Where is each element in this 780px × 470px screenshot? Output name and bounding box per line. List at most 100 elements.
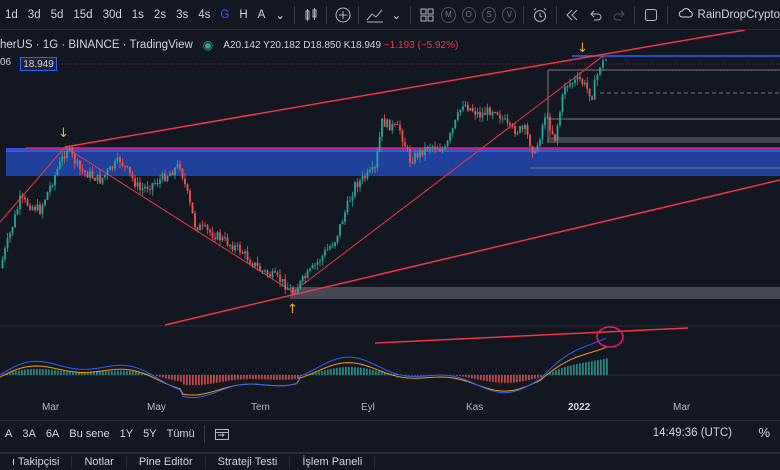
histogram-bar: [177, 375, 179, 382]
candle-body: [16, 209, 19, 215]
replay-circle-s[interactable]: S: [481, 6, 497, 23]
timeframe-15d[interactable]: 15d: [73, 8, 93, 21]
price-chart[interactable]: ↓ ↓ ↑: [0, 30, 780, 418]
timeframe-1d[interactable]: 1d: [5, 8, 18, 21]
redo-icon[interactable]: [609, 4, 628, 26]
candle-body: [409, 148, 411, 163]
chevron-down-icon[interactable]: ⌄: [275, 9, 285, 22]
histogram-bar: [600, 359, 602, 375]
candle-body: [579, 76, 581, 80]
tab-strategy-tester[interactable]: Strateji Testi: [206, 456, 291, 468]
candle-body: [19, 195, 21, 210]
macd-group: [0, 337, 608, 399]
timeframe-week[interactable]: H: [239, 8, 248, 21]
candle-body: [4, 248, 6, 260]
candle-body: [94, 177, 96, 181]
histogram-bar: [135, 371, 137, 375]
histogram-bar: [423, 375, 425, 376]
candle-body: [176, 164, 179, 168]
candle-body: [499, 114, 501, 119]
histogram-bar: [219, 375, 221, 383]
candle-type-icon[interactable]: [301, 4, 320, 26]
candle-body: [539, 139, 541, 146]
replay-circle-m[interactable]: M: [441, 6, 456, 23]
undo-icon[interactable]: [586, 4, 605, 26]
symbol-label[interactable]: herUS · 1G · BINANCE · TradingView: [0, 39, 193, 51]
timeframe-day[interactable]: G: [220, 8, 230, 21]
cloud-icon: [678, 7, 694, 22]
timeframe-2s[interactable]: 2s: [153, 8, 167, 21]
date-range-icon[interactable]: [211, 423, 233, 445]
candle-body: [71, 147, 74, 154]
candle-body: [464, 104, 467, 107]
support-zone: [290, 287, 780, 299]
histogram-bar: [372, 369, 374, 375]
histogram-bar: [129, 370, 131, 375]
timeframe-30d[interactable]: 30d: [102, 8, 122, 21]
replay-circle-o[interactable]: O: [461, 6, 476, 23]
histogram-bar: [126, 370, 128, 375]
candle-body: [546, 116, 549, 118]
candle-body: [58, 161, 61, 170]
candle-body: [106, 169, 109, 175]
tab-notes[interactable]: Notlar: [72, 456, 127, 468]
timeframe-1s[interactable]: 1s: [131, 8, 144, 21]
candle-body: [566, 86, 569, 88]
chevron-down-icon[interactable]: ⌄: [391, 9, 402, 22]
candle-body: [399, 124, 401, 131]
histogram-bar: [411, 375, 413, 376]
histogram-bar: [156, 375, 158, 377]
tab-pine-editor[interactable]: Pine Editör: [127, 456, 206, 468]
timeframe-4s[interactable]: 4s: [198, 8, 211, 21]
candle-body: [586, 82, 589, 89]
candle-body: [531, 146, 534, 154]
histogram-bar: [270, 375, 272, 380]
fullscreen-icon[interactable]: [641, 4, 660, 26]
percent-scale-toggle[interactable]: %: [758, 425, 770, 440]
tab-screener[interactable]: ı Takipçisi: [0, 456, 73, 468]
histogram-bar: [549, 372, 551, 375]
tab-trading-panel[interactable]: İşlem Paneli: [290, 456, 376, 468]
candle-body: [602, 60, 604, 68]
timeframe-5d[interactable]: 5d: [50, 8, 64, 21]
range-3m[interactable]: 3A: [22, 427, 36, 440]
histogram-bar: [330, 368, 332, 375]
user-profile[interactable]: RainDropCrypto: [678, 7, 780, 22]
candle-body: [434, 146, 436, 150]
utc-clock[interactable]: 14:49:36 (UTC): [652, 427, 732, 439]
timeframe-3s[interactable]: 3s: [176, 8, 189, 21]
candle-body: [284, 279, 287, 290]
range-5y[interactable]: 5Y: [143, 427, 157, 440]
candle-body: [491, 112, 494, 116]
range-1y[interactable]: 1Y: [119, 427, 134, 440]
candle-body: [276, 272, 279, 275]
histogram-bar: [9, 372, 11, 375]
layout-grid-icon[interactable]: [417, 4, 436, 26]
candle-body: [264, 270, 266, 272]
rewind-icon[interactable]: [563, 4, 582, 26]
range-1m[interactable]: A: [5, 427, 13, 440]
histogram-bar: [360, 367, 362, 375]
replay-circle-v[interactable]: V: [502, 6, 517, 23]
histogram-bar: [369, 369, 371, 375]
range-6m[interactable]: 6A: [45, 427, 60, 440]
histogram-bar: [306, 374, 308, 375]
histogram-bar: [363, 368, 365, 375]
candle-body: [354, 182, 356, 197]
histogram-bar: [198, 375, 200, 385]
timeframe-month[interactable]: A: [257, 8, 266, 21]
add-indicator-icon[interactable]: [333, 4, 352, 26]
timeframe-3d[interactable]: 3d: [27, 8, 41, 21]
candle-body: [84, 170, 86, 173]
histogram-bar: [141, 372, 143, 375]
candle-body: [446, 140, 449, 147]
range-all[interactable]: Tümü: [166, 427, 195, 440]
alarm-clock-icon[interactable]: [530, 4, 549, 26]
histogram-bar: [456, 375, 458, 376]
indicators-icon[interactable]: [365, 4, 384, 26]
candle-body: [534, 150, 536, 154]
range-ytd[interactable]: Bu sene: [69, 427, 110, 440]
candle-body: [474, 111, 477, 115]
candle-body: [289, 287, 292, 289]
candle-body: [314, 264, 316, 266]
